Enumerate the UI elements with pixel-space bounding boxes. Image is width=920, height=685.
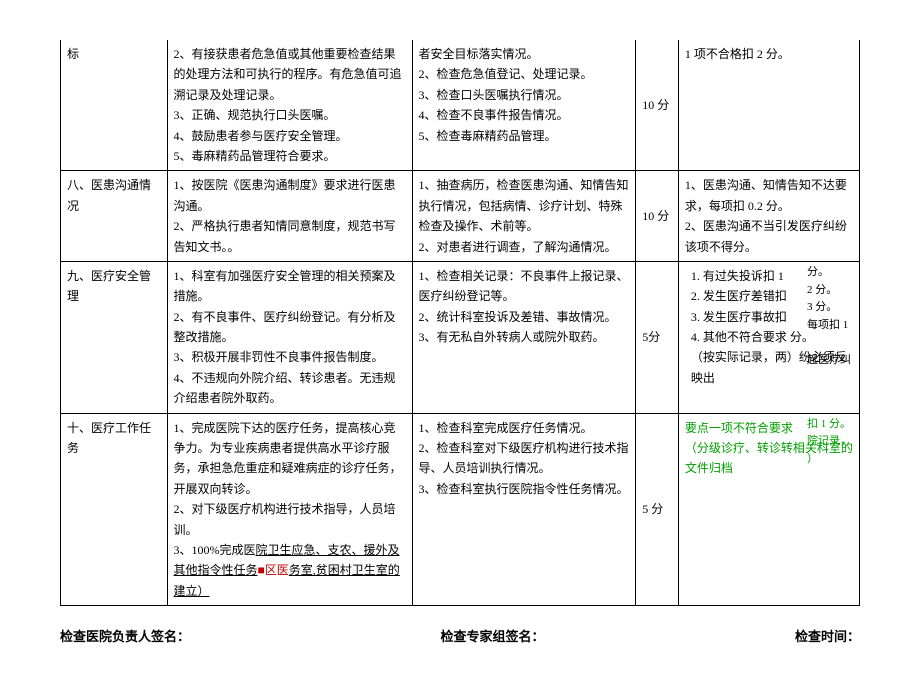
cell-content: 2、有接获患者危急值或其他重要检查结果的处理方法和可执行的程序。有危急值可追溯记… [167,40,412,171]
cell-content: 1、科室有加强医疗安全管理的相关预案及措施。 2、有不良事件、医疗纠纷登记。有分… [167,261,412,413]
cell-category: 八、医患沟通情况 [61,171,168,262]
cell-score: 10 分 [636,171,679,262]
cell-score: 5 分 [636,413,679,606]
cell-method: 者安全目标落实情况。 2、检查危急值登记、处理记录。 3、检查口头医嘱执行情况。… [412,40,636,171]
content-text: 1、完成医院下达的医疗任务，提高核心竞争力。为专业疾病患者提供高水平诊疗服务，承… [174,421,402,557]
cell-criteria: 1、医患沟通、知情告知不达要求，每项扣 0.2 分。 2、医患沟通不当引发医疗纠… [678,171,859,262]
cell-content: 1、完成医院下达的医疗任务，提高核心竞争力。为专业疾病患者提供高水平诊疗服务，承… [167,413,412,606]
signature-hospital: 检查医院负责人签名： [60,626,190,645]
signature-footer: 检查医院负责人签名： 检查专家组签名： 检查时间： [60,626,860,645]
table-row: 十、医疗工作任务 1、完成医院下达的医疗任务，提高核心竞争力。为专业疾病患者提供… [61,413,860,606]
cell-score: 5分 [636,261,679,413]
red-text: ■区医 [258,563,289,577]
table-row: 九、医疗安全管理 1、科室有加强医疗安全管理的相关预案及措施。 2、有不良事件、… [61,261,860,413]
cell-criteria: 1 项不合格扣 2 分。 [678,40,859,171]
cell-method: 1、检查相关记录：不良事件上报记录、医疗纠纷登记等。 2、统计科室投诉及差错、事… [412,261,636,413]
cell-category: 九、医疗安全管理 [61,261,168,413]
cell-content: 1、按医院《医患沟通制度》要求进行医患沟通。 2、严格执行患者知情同意制度，规范… [167,171,412,262]
table-row: 标 2、有接获患者危急值或其他重要检查结果的处理方法和可执行的程序。有危急值可追… [61,40,860,171]
table-row: 八、医患沟通情况 1、按医院《医患沟通制度》要求进行医患沟通。 2、严格执行患者… [61,171,860,262]
cell-category: 十、医疗工作任务 [61,413,168,606]
cell-method: 1、抽查病历，检查医患沟通、知情告知执行情况，包括病情、诊疗计划、特殊检查及操作… [412,171,636,262]
criteria-side: 分。 2 分。 3 分。 每项扣 1 起医疗纠 [807,264,863,370]
signature-time: 检查时间： [795,626,860,645]
evaluation-table: 标 2、有接获患者危急值或其他重要检查结果的处理方法和可执行的程序。有危急值可追… [60,40,860,606]
cell-criteria: 1. 有过失投诉扣 1 2. 发生医疗差错扣 3. 发生医疗事故扣 4. 其他不… [678,261,859,413]
cell-score: 10 分 [636,40,679,171]
cell-category: 标 [61,40,168,171]
signature-expert: 检查专家组签名： [440,626,544,645]
cell-criteria: 要点一项不符合要求 （分级诊疗、转诊转相关科室的文件归档 扣 1 分。 院记录，… [678,413,859,606]
cell-method: 1、检查科室完成医疗任务情况。 2、检查科室对下级医疗机构进行技术指导、人员培训… [412,413,636,606]
criteria-side: 扣 1 分。 院记录， ） [807,416,863,469]
